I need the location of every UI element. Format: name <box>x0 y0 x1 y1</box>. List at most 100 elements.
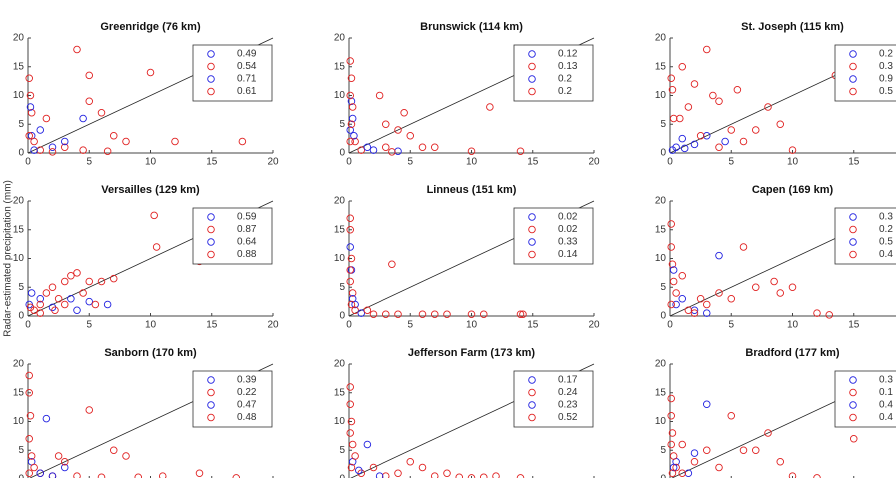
legend-label: 0.59 <box>237 212 257 223</box>
data-point <box>26 412 35 420</box>
data-point <box>516 147 525 156</box>
x-tick-label: 5 <box>407 320 413 331</box>
y-axis-label: Radar-estimated precipitation (mm) <box>3 180 14 337</box>
data-point <box>752 126 760 134</box>
legend-label: 0.3 <box>879 212 893 223</box>
data-point <box>668 469 677 478</box>
data-point <box>369 463 378 472</box>
data-point <box>715 251 723 260</box>
data-point <box>788 146 797 154</box>
data-point <box>103 147 112 156</box>
data-point <box>25 435 33 443</box>
data-point <box>375 472 384 478</box>
legend-label: 0.4 <box>879 249 893 260</box>
data-point <box>61 277 69 286</box>
data-point <box>26 91 35 100</box>
data-point <box>443 310 451 319</box>
data-point <box>443 469 451 478</box>
y-tick-label: 0 <box>660 311 666 322</box>
legend-label: 0.2 <box>558 74 572 85</box>
legend-label: 0.54 <box>237 61 257 72</box>
data-point <box>669 452 678 460</box>
data-point <box>715 143 723 151</box>
legend-marker <box>207 376 215 384</box>
data-point <box>346 57 354 65</box>
legend-marker <box>207 87 215 96</box>
y-tick-label: 20 <box>655 359 667 370</box>
data-point <box>27 108 36 117</box>
data-point <box>703 309 711 317</box>
data-point <box>195 469 204 478</box>
legend-marker <box>528 62 536 71</box>
data-point <box>79 289 87 297</box>
y-tick-label: 15 <box>13 224 25 235</box>
data-point <box>418 310 427 319</box>
data-point <box>382 120 390 128</box>
y-tick-label: 15 <box>655 224 667 235</box>
data-point <box>348 289 357 297</box>
legend-marker <box>849 225 857 234</box>
data-point <box>346 243 354 251</box>
x-tick-label: 10 <box>466 157 478 168</box>
legend-marker <box>849 75 857 83</box>
data-point <box>776 289 785 297</box>
data-point <box>97 277 106 286</box>
legend-marker <box>528 225 536 234</box>
data-point <box>85 277 93 286</box>
data-point <box>467 310 476 319</box>
legend-marker <box>207 238 215 246</box>
y-tick-label: 15 <box>655 61 667 72</box>
panel-title: Bradford (177 km) <box>745 347 839 359</box>
data-point <box>25 371 33 380</box>
data-point <box>382 472 390 478</box>
data-point <box>54 452 63 460</box>
data-point <box>27 452 36 460</box>
panel: Jefferson Farm (173 km) 0 5 10 15 20 0.170.24 0… <box>334 347 595 478</box>
legend-box <box>513 207 594 265</box>
x-tick-label: 10 <box>145 157 157 168</box>
x-tick-label: 10 <box>466 320 478 331</box>
x-tick-label: 5 <box>86 320 92 331</box>
data-point <box>703 400 711 409</box>
data-point <box>770 277 778 286</box>
data-point <box>73 472 81 478</box>
data-point <box>788 283 797 292</box>
legend-marker <box>207 388 215 397</box>
legend-box <box>834 44 896 102</box>
data-point <box>752 446 760 455</box>
legend-label: 0.3 <box>879 375 893 386</box>
data-point <box>690 309 699 317</box>
legend-label: 0.2 <box>879 49 893 60</box>
x-tick-label: 10 <box>787 320 799 331</box>
data-point <box>431 143 439 151</box>
y-tick-label: 10 <box>13 253 25 264</box>
x-tick-label: 5 <box>728 157 734 168</box>
data-point <box>668 146 677 154</box>
y-tick-label: 5 <box>660 282 666 293</box>
data-point <box>406 131 415 140</box>
legend-marker <box>207 75 215 83</box>
x-tick-label: 15 <box>848 320 860 331</box>
panel-title: Greenridge (76 km) <box>100 21 201 33</box>
data-point <box>394 147 402 156</box>
data-point <box>363 143 372 151</box>
x-tick-label: 0 <box>346 320 352 331</box>
panel: Brunswick (114 km)0 5 10 15 20051015200.120.… <box>334 21 600 168</box>
data-point <box>739 446 748 455</box>
x-tick-label: 0 <box>25 157 31 168</box>
y-tick-label: 15 <box>655 387 667 398</box>
legend-box <box>513 44 594 102</box>
y-tick-label: 15 <box>13 387 25 398</box>
legend-box <box>834 207 896 265</box>
panel: Sanborn (170 km) 0 5 10 15 20 0.390.22 0.470.48 <box>13 347 274 478</box>
y-tick-label: 0 <box>660 148 666 159</box>
data-point <box>850 435 858 443</box>
data-point <box>400 108 408 117</box>
data-point <box>25 389 33 397</box>
data-point <box>733 85 742 94</box>
data-point <box>346 225 354 234</box>
legend-marker <box>849 401 857 409</box>
panel: Linneus (151 km) 0 5 10 15 20 0 5 10 15 20 0.020.02… <box>334 184 600 331</box>
data-point <box>85 406 93 414</box>
